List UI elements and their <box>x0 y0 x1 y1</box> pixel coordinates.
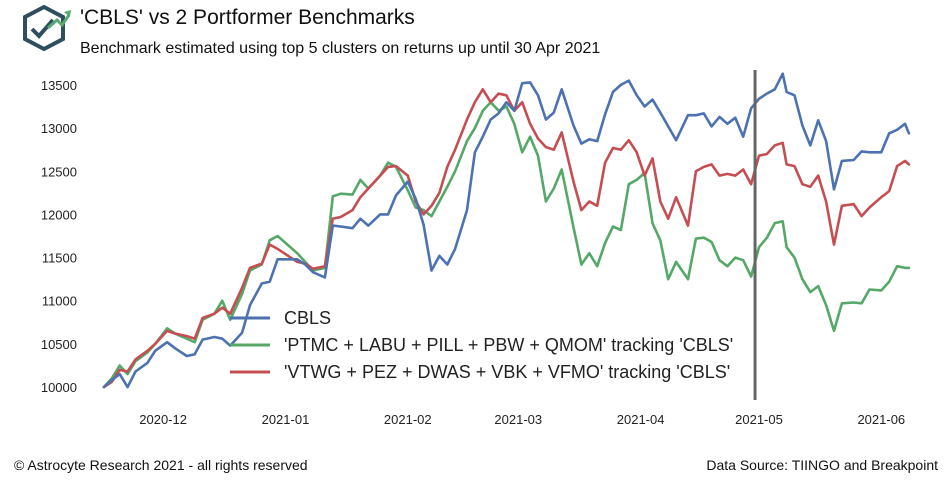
x-tick-label-2021-06: 2021-06 <box>857 412 905 427</box>
legend-label-2: 'VTWG + PEZ + DWAS + VBK + VFMO' trackin… <box>284 362 730 382</box>
x-tick-label-2021-04: 2021-04 <box>617 412 665 427</box>
legend-label-0: CBLS <box>284 308 331 328</box>
series-line-0 <box>102 72 911 389</box>
y-tick-label-12500: 12500 <box>41 164 77 179</box>
legend-label-1: 'PTMC + LABU + PILL + PBW + QMOM' tracki… <box>284 335 733 355</box>
copyright-text: © Astrocyte Research 2021 - all rights r… <box>14 457 308 473</box>
y-tick-label-10000: 10000 <box>41 380 77 395</box>
y-tick-label-11500: 11500 <box>42 251 77 266</box>
x-tick-label-2021-02: 2021-02 <box>384 412 432 427</box>
logo-check <box>30 18 55 39</box>
x-tick-label-2021-01: 2021-01 <box>262 412 310 427</box>
chart-subtitle: Benchmark estimated using top 5 clusters… <box>80 40 601 57</box>
data-source-text: Data Source: TIINGO and Breakpoint <box>706 457 938 473</box>
logo-arrow <box>47 14 71 30</box>
y-axis: 10000 10500 11000 11500 12000 12500 13000 13500 <box>41 78 77 395</box>
logo-hexagon <box>23 4 65 52</box>
astrocyte-logo-icon <box>23 4 71 52</box>
chart-title: 'CBLS' vs 2 Portformer Benchmarks <box>80 6 415 29</box>
x-tick-label-2020-12: 2020-12 <box>139 412 187 427</box>
logo-arrowhead <box>64 10 71 17</box>
series-line-2 <box>102 88 911 389</box>
chart-series <box>102 72 911 389</box>
x-axis: 2020-12 2021-01 2021-02 2021-03 2021-04 2021-… <box>139 412 905 427</box>
x-tick-label-2021-03: 2021-03 <box>494 412 542 427</box>
series-line-1 <box>102 100 911 389</box>
legend: CBLS 'PTMC + LABU + PILL + PBW + QMOM' tr… <box>230 308 733 382</box>
x-tick-label-2021-05: 2021-05 <box>735 412 783 427</box>
y-tick-label-13500: 13500 <box>41 78 77 93</box>
y-tick-label-10500: 10500 <box>41 337 77 352</box>
y-tick-label-13000: 13000 <box>41 121 77 136</box>
y-tick-label-11000: 11000 <box>42 294 77 309</box>
y-tick-label-12000: 12000 <box>41 207 77 222</box>
